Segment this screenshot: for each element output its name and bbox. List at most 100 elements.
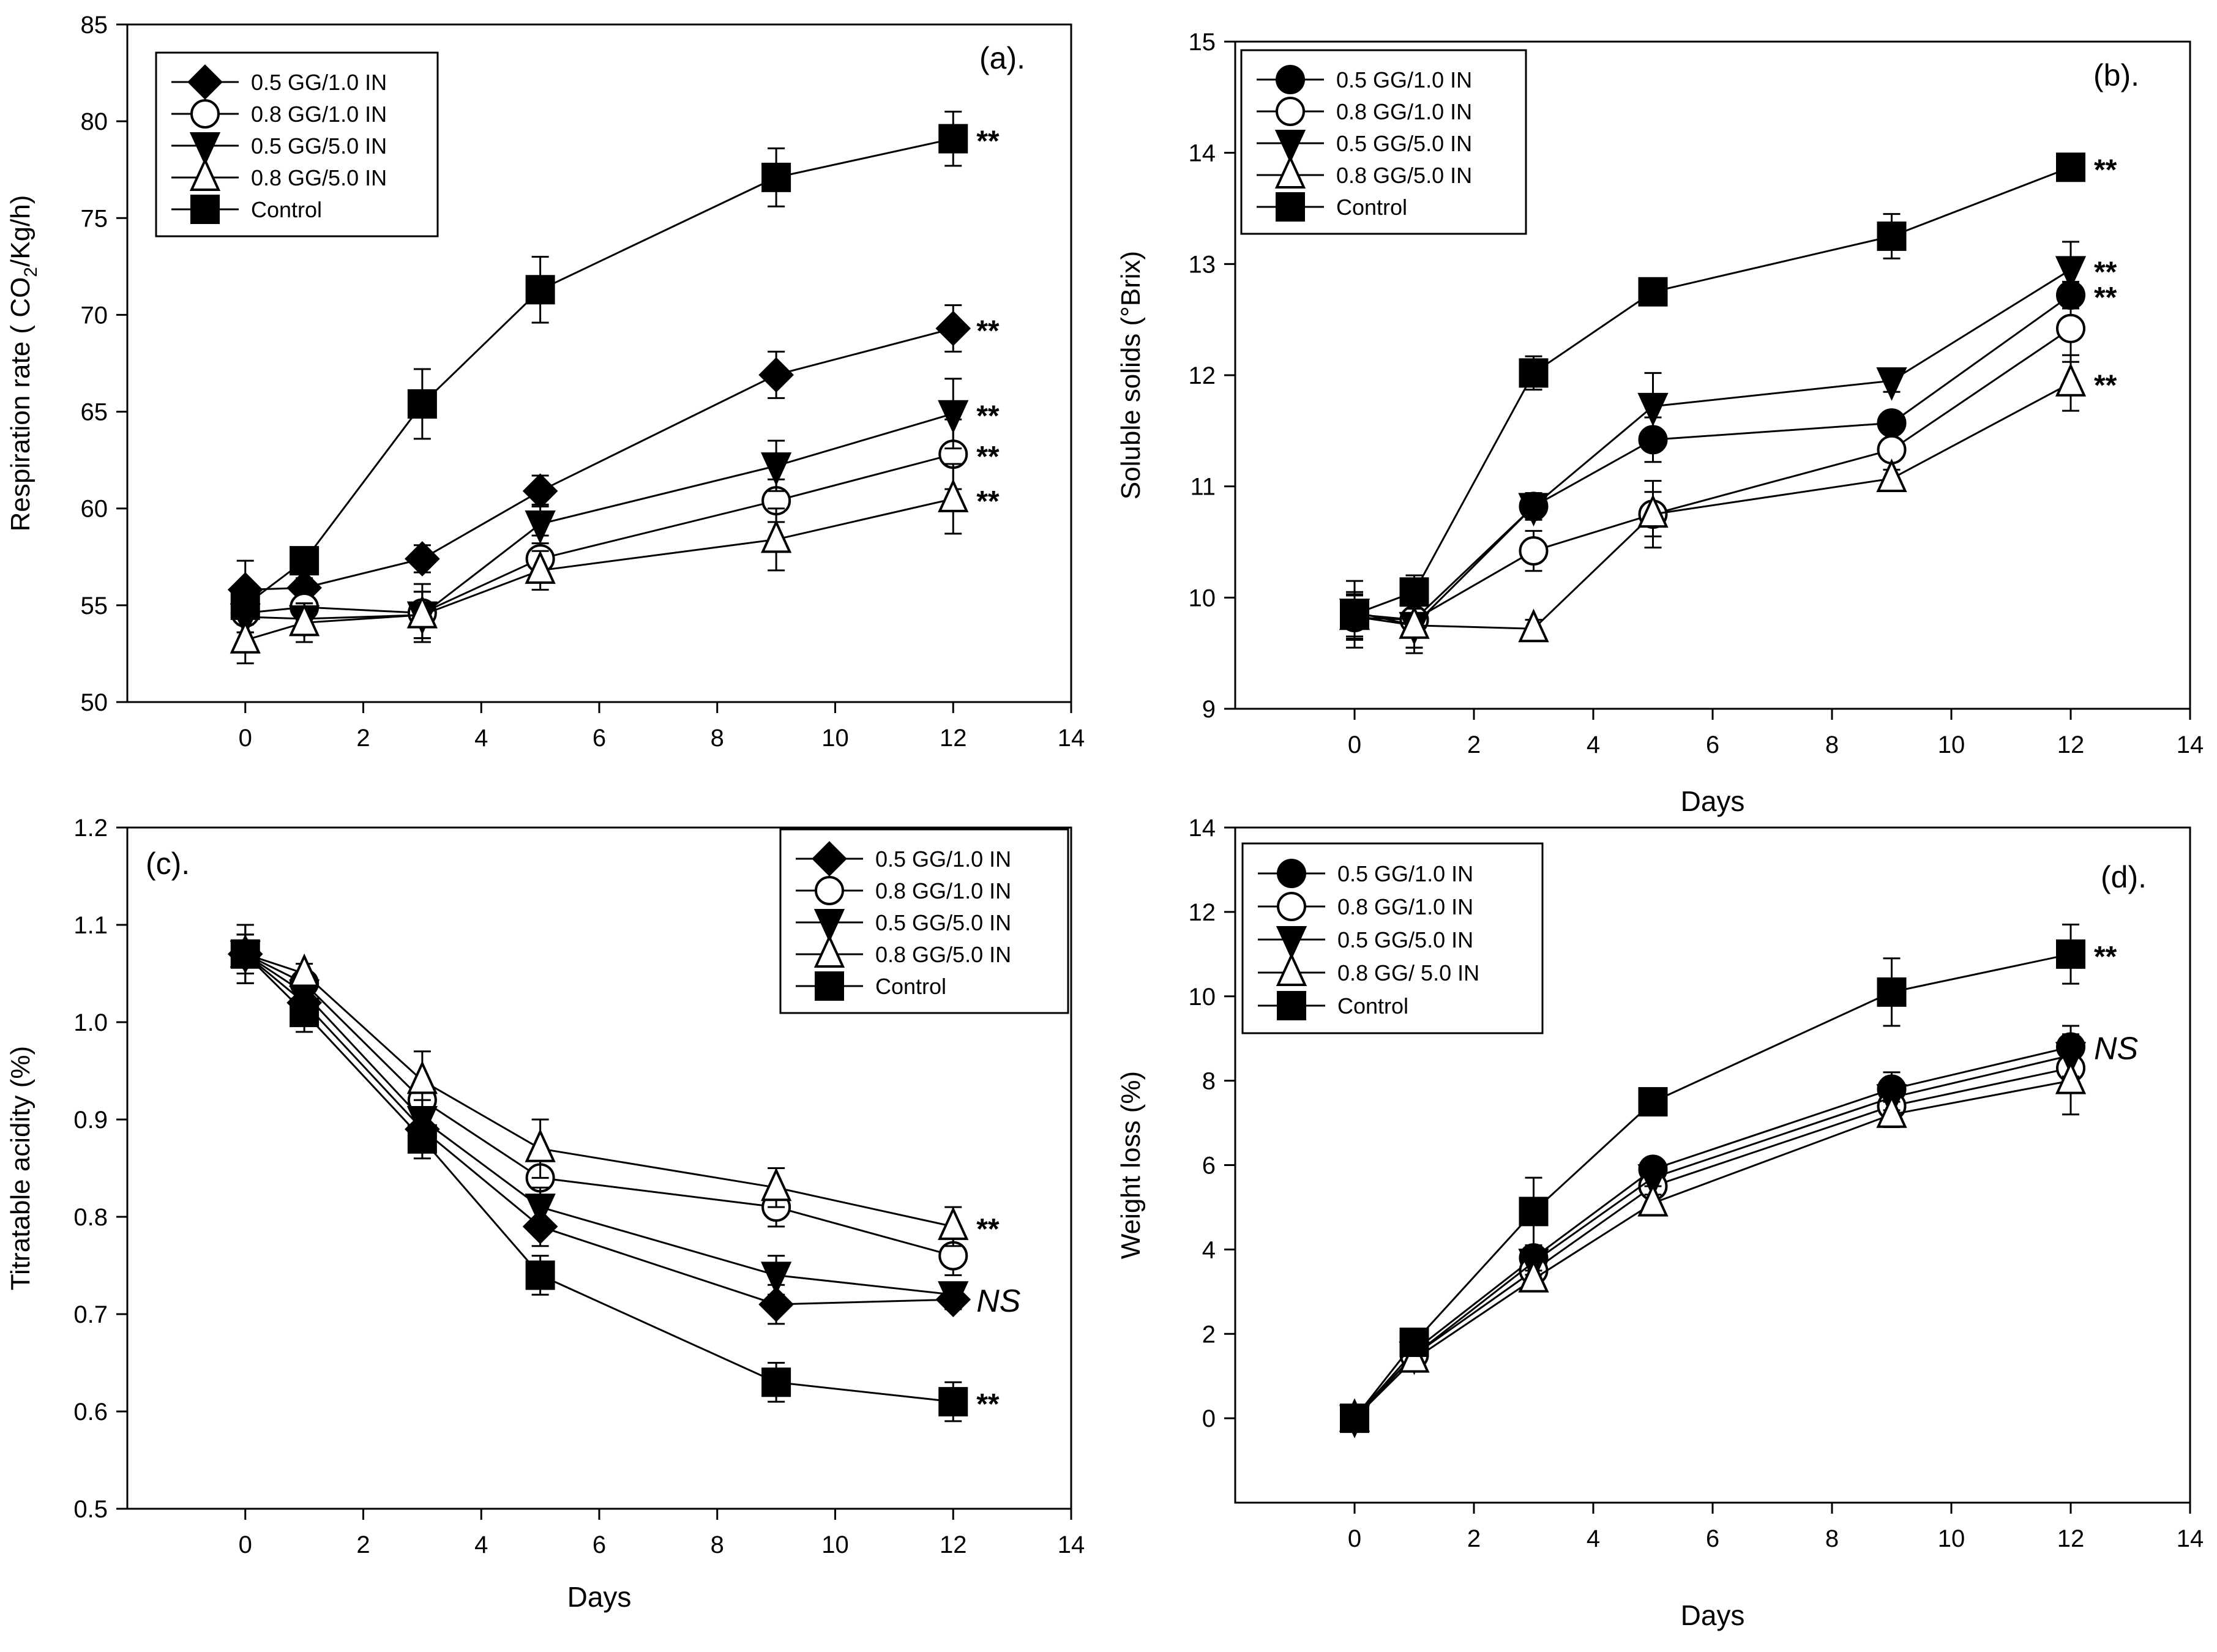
- panel-a-legend: 0.5 GG/1.0 IN 0.8 GG/1.0 IN 0.5 GG/5.0 IN 0…: [155, 51, 439, 237]
- panel-c-legend-entry: 0.8 GG/5.0 IN: [875, 942, 1011, 967]
- panel-a-x-tick-label: 2: [356, 725, 370, 752]
- panel-a-data-point: [522, 473, 558, 509]
- panel-b-series-3: [1339, 354, 2087, 649]
- panel-a-x-tick-label: 6: [593, 725, 606, 752]
- panel-a-x-tick-label: 0: [239, 725, 252, 752]
- panel-b-legend-marker: [1276, 97, 1305, 126]
- panel-a-x-tick-label: 4: [474, 725, 488, 752]
- panel-a-data-point: [405, 541, 440, 577]
- panel-a-data-point: [935, 310, 971, 346]
- panel-c-series-4-line: [244, 953, 954, 1403]
- panel-d-significance-annotation: **: [2094, 941, 2117, 973]
- panel-a-data-point: [230, 619, 261, 654]
- panel-a-legend-entry: 0.8 GG/5.0 IN: [251, 165, 387, 190]
- panel-b-data-point: [1519, 536, 1549, 566]
- panel-a-data-point: [761, 452, 792, 486]
- panel-b-y-tick-label: 11: [1190, 474, 1216, 501]
- panel-a-significance-annotation: **: [976, 441, 1000, 473]
- panel-c-data-point: [758, 1287, 794, 1322]
- panel-b-series-3-line: [1354, 382, 2071, 630]
- panel-d-series-0: [1340, 1025, 2085, 1433]
- panel-c-y-axis-label: Titratable acidity (%): [6, 1046, 36, 1290]
- panel-a-x-tick-label: 10: [821, 725, 849, 752]
- panel-b-data-point: [1637, 494, 1669, 528]
- panel-b-data-point: [1876, 367, 1907, 401]
- panel-d-legend-marker: [1276, 952, 1307, 986]
- panel-b-data-point: [1638, 277, 1668, 307]
- panel-a-significance-annotation: **: [976, 485, 1000, 518]
- panel-c-data-point: [938, 1387, 968, 1417]
- panel-d-x-axis-label: Days: [1681, 1599, 1745, 1631]
- panel-c-legend-entry: 0.8 GG/1.0 IN: [875, 878, 1011, 903]
- panel-c-legend-marker: [815, 876, 844, 905]
- panel-b-data-point: [1399, 577, 1429, 607]
- panel-d-data-point: [1877, 977, 1907, 1007]
- panel-b-y-tick-label: 9: [1202, 696, 1216, 723]
- panel-d-data-point: [1519, 1197, 1549, 1227]
- panel-a-y-tick-label: 50: [81, 689, 108, 716]
- panel-d-x-tick-label: 10: [1938, 1525, 1965, 1552]
- panel-c-label: (c).: [146, 847, 190, 881]
- panel-b-legend-entry: 0.5 GG/5.0 IN: [1336, 131, 1472, 156]
- panel-d-data-point: [1637, 1183, 1669, 1217]
- panel-a-legend-entry: 0.5 GG/5.0 IN: [251, 133, 387, 159]
- panel-b-y-tick-label: 15: [1189, 29, 1216, 56]
- panel-a-legend-entry: Control: [251, 197, 322, 222]
- panel-d-series-2-line: [1353, 1054, 2071, 1419]
- panel-b-data-point: [2056, 152, 2085, 182]
- panel-d-x-tick-label: 4: [1587, 1525, 1600, 1552]
- panel-c-x-tick-label: 4: [474, 1531, 488, 1558]
- panel-c-legend-marker: [813, 934, 845, 968]
- panel-c-y-tick-label: 0.7: [73, 1301, 108, 1328]
- panel-d-y-axis-label: Weight loss (%): [1116, 1071, 1146, 1259]
- panel-c-data-point: [525, 1128, 556, 1162]
- panel-a-y-tick-label: 60: [81, 496, 108, 523]
- panel-a-data-point: [761, 519, 792, 553]
- panel-b-series-0: [1340, 280, 2085, 638]
- panel-a-y-tick-label: 70: [81, 302, 108, 329]
- panel-b-data-point: [1876, 458, 1907, 492]
- panel-b-data-point: [1519, 358, 1549, 388]
- panel-a-legend-marker: [189, 157, 221, 191]
- panel-a-series-4: [230, 110, 968, 626]
- panel-c-significance-annotation: **: [976, 1388, 1000, 1421]
- panel-d-x-tick-label: 8: [1825, 1525, 1839, 1552]
- panel-c-data-point: [525, 1194, 556, 1227]
- panel-b-data-point: [2055, 362, 2087, 397]
- panel-d-x-tick-label: 14: [2177, 1525, 2204, 1552]
- panel-b-data-point: [1340, 599, 1369, 629]
- panel-d-y-tick-label: 2: [1202, 1321, 1216, 1348]
- panel-d-y-tick-label: 0: [1202, 1405, 1216, 1432]
- panel-c-y-tick-label: 1.2: [73, 815, 108, 842]
- panel-c-legend-entry: 0.5 GG/5.0 IN: [875, 910, 1011, 935]
- panel-d-series-1: [1340, 1045, 2085, 1433]
- panel-d-x-tick-label: 0: [1348, 1525, 1361, 1552]
- panel-b-legend-marker: [1276, 65, 1305, 94]
- panel-a-y-tick-label: 85: [81, 12, 108, 39]
- panel-d-weight-loss: 0 2 4 6 8 10 12 14 0 2 4 6 8 10 12 14 Days Weight loss (%…: [1116, 815, 2204, 1631]
- panel-c-series-0-line: [244, 953, 954, 1306]
- panel-b-data-point: [1518, 608, 1549, 643]
- panel-a-series-3-line: [245, 498, 954, 641]
- panel-a-label: (a).: [979, 41, 1025, 75]
- panel-b-y-axis-label: Soluble solids (°Brix): [1116, 251, 1146, 499]
- panel-b-legend-entry: Control: [1336, 195, 1407, 220]
- panel-b-significance-annotation: **: [2094, 282, 2117, 314]
- panel-b-data-point: [2056, 313, 2085, 343]
- panel-c-data-point: [761, 1367, 791, 1397]
- panel-d-data-point: [1518, 1258, 1549, 1293]
- panel-c-titratable-acidity: 0 2 4 6 8 10 12 14 0.5 0.6 0.7 0.8 0.9 1.0 1.1 1.2 Days T…: [6, 815, 1085, 1613]
- panel-d-series-3-line: [1353, 1080, 2071, 1419]
- panel-a-series-1: [230, 418, 968, 643]
- panel-c-legend-entry: 0.5 GG/1.0 IN: [875, 847, 1011, 872]
- panel-d-data-point: [1638, 1087, 1668, 1117]
- panel-c-data-point: [938, 1281, 969, 1315]
- panel-a-series-3: [230, 463, 969, 665]
- panel-a-x-tick-label: 14: [1058, 725, 1085, 752]
- panel-b-x-tick-label: 0: [1348, 731, 1361, 758]
- panel-d-y-tick-label: 8: [1202, 1068, 1216, 1095]
- panel-d-y-tick-label: 10: [1189, 984, 1216, 1011]
- panel-c-data-point: [230, 939, 260, 969]
- panel-b-legend-entry: 0.5 GG/1.0 IN: [1336, 67, 1472, 92]
- panel-a-data-point: [938, 479, 969, 512]
